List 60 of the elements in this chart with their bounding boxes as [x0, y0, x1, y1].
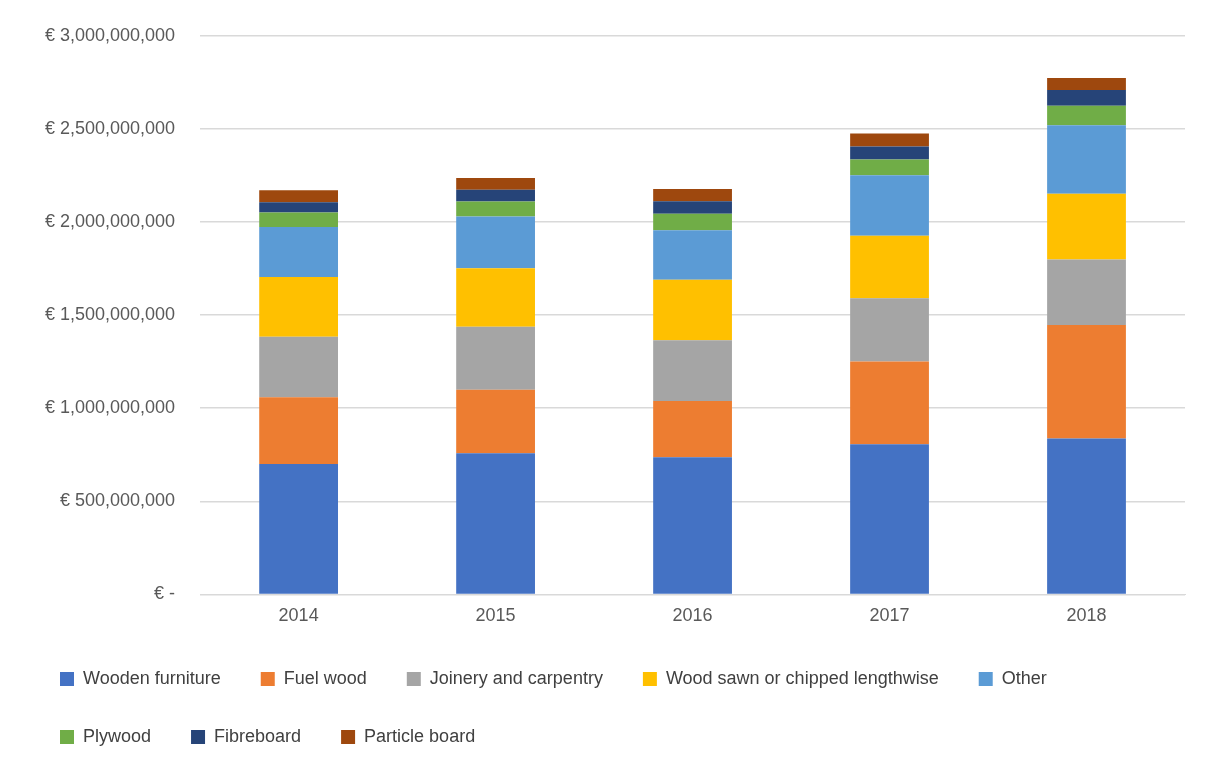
- bar: [259, 212, 339, 228]
- legend-label: Fibreboard: [214, 725, 302, 746]
- y-tick-label: € 1,500,000,000: [45, 304, 176, 325]
- y-tick-label: € 3,000,000,000: [45, 24, 176, 45]
- bar: [850, 361, 929, 445]
- bar: [653, 230, 732, 280]
- legend-label: Other: [1001, 667, 1047, 688]
- bar: [259, 227, 339, 278]
- bar: [1047, 438, 1126, 594]
- bar: [1047, 125, 1126, 194]
- bar: [259, 464, 339, 594]
- bar: [456, 216, 535, 269]
- x-tick-label: 2018: [1066, 605, 1107, 626]
- legend-label: Fuel wood: [283, 667, 367, 688]
- bar: [653, 201, 732, 214]
- bar: [456, 389, 535, 454]
- y-tick-label: € 2,000,000,000: [45, 210, 176, 231]
- bar: [259, 202, 339, 213]
- bar: [456, 189, 535, 202]
- bar: [653, 189, 732, 202]
- bar: [1047, 259, 1126, 325]
- bar: [653, 401, 732, 458]
- legend-label: Joinery and carpentry: [429, 667, 603, 688]
- legend-label: Plywood: [83, 725, 152, 746]
- bar: [653, 340, 732, 402]
- x-tick-label: 2014: [278, 605, 319, 626]
- bar: [850, 146, 929, 160]
- bar: [653, 457, 732, 594]
- legend-label: Wooden furniture: [83, 667, 221, 688]
- x-tick-label: 2016: [672, 605, 713, 626]
- bar: [653, 213, 732, 231]
- bar: [653, 279, 732, 341]
- y-tick-label: € 2,500,000,000: [45, 117, 176, 138]
- bar: [850, 133, 929, 147]
- legend-label: Particle board: [364, 725, 476, 746]
- bar: [1047, 105, 1126, 126]
- bar: [456, 268, 535, 327]
- bar: [456, 178, 535, 190]
- bar: [1047, 89, 1126, 106]
- y-tick-label: € -: [154, 583, 176, 604]
- bar: [850, 444, 929, 594]
- bar: [259, 397, 339, 465]
- bar: [456, 453, 535, 594]
- bar: [1047, 193, 1126, 260]
- x-tick-label: 2017: [869, 605, 910, 626]
- bar: [259, 277, 339, 337]
- y-tick-label: € 500,000,000: [60, 490, 176, 511]
- y-tick-label: € 1,000,000,000: [45, 397, 176, 418]
- bar: [456, 201, 535, 217]
- legend-label: Wood sawn or chipped lengthwise: [665, 667, 939, 688]
- bar: [259, 190, 339, 203]
- bar: [850, 298, 929, 362]
- bar: [850, 175, 929, 236]
- bar: [456, 326, 535, 390]
- bar: [1047, 324, 1126, 439]
- bar: [259, 336, 339, 398]
- bar: [850, 159, 929, 176]
- bar: [850, 235, 929, 299]
- x-tick-label: 2015: [475, 605, 516, 626]
- bar: [1047, 77, 1126, 90]
